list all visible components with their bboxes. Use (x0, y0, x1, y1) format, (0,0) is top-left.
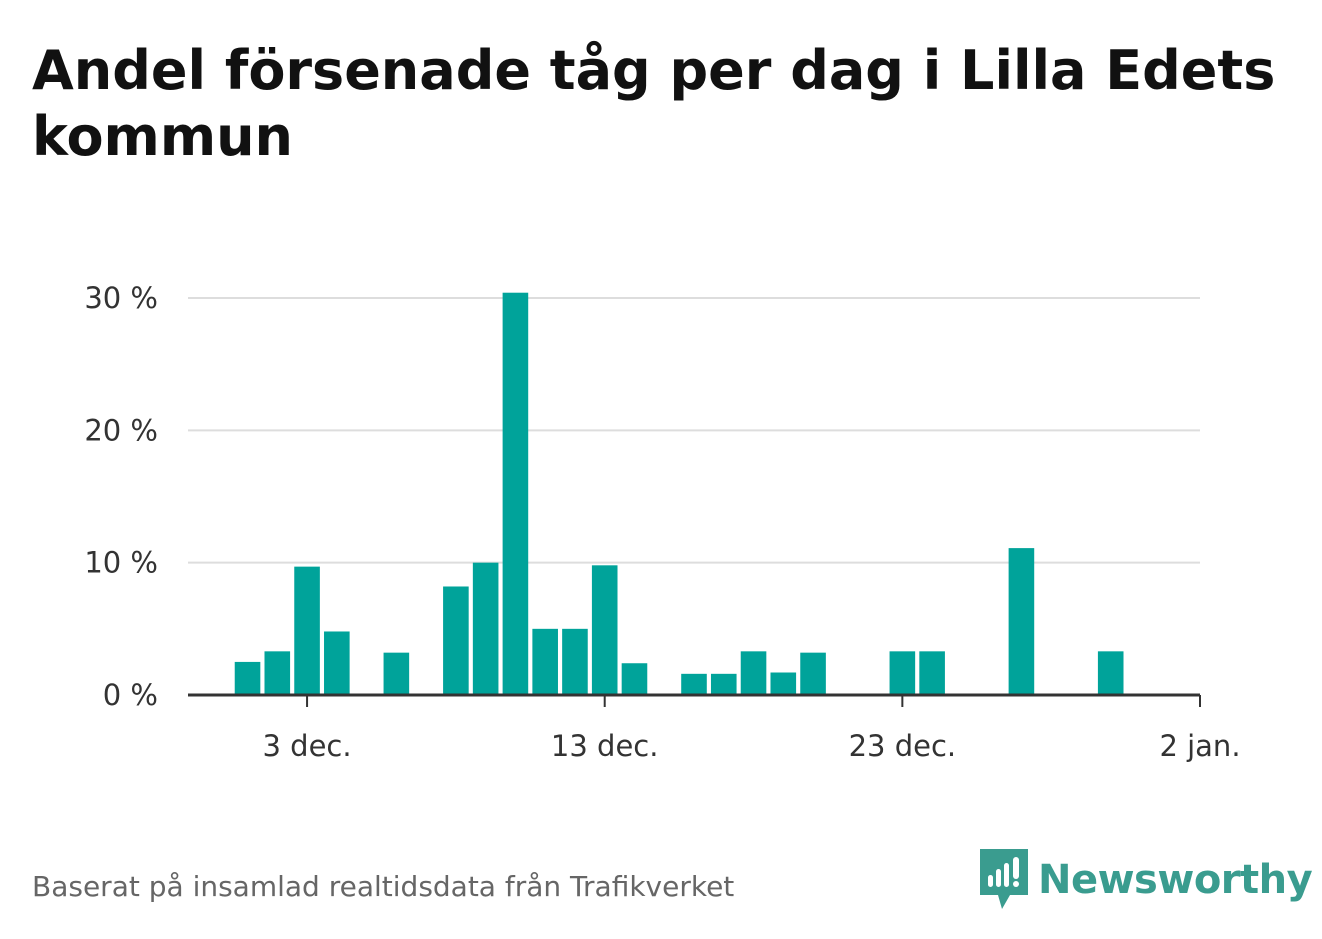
x-tick-label: 3 dec. (263, 729, 352, 763)
x-axis-labels: 3 dec. 13 dec. 23 dec. 2 jan. (263, 729, 1241, 763)
y-tick-label: 30 % (84, 281, 158, 315)
bar (919, 651, 945, 695)
bar (383, 652, 410, 695)
source-note: Baserat på insamlad realtidsdata från Tr… (32, 870, 735, 903)
bar (681, 673, 707, 695)
bar (889, 651, 916, 695)
bar (294, 566, 320, 695)
y-tick-label: 10 % (84, 546, 158, 580)
x-tick-label: 2 jan. (1159, 729, 1240, 763)
bar (502, 292, 529, 695)
bar (472, 562, 499, 695)
bar (264, 651, 291, 695)
x-tick-label: 23 dec. (849, 729, 957, 763)
y-tick-label: 0 % (103, 678, 158, 712)
bar (562, 628, 588, 695)
bar (591, 565, 618, 695)
bar (740, 651, 767, 695)
bar (443, 586, 469, 695)
bars (234, 292, 1124, 695)
y-axis-labels: 0 % 10 % 20 % 30 % (84, 281, 158, 712)
bar (324, 631, 350, 695)
bar (532, 628, 558, 695)
x-axis (188, 693, 1201, 707)
grid-lines (188, 297, 1200, 564)
bar (770, 672, 797, 695)
x-tick-label: 13 dec. (551, 729, 659, 763)
chart-title: Andel försenade tåg per dag i Lilla Edet… (32, 39, 1276, 168)
brand-logo: Newsworthy (980, 848, 1313, 912)
bar (1008, 548, 1035, 695)
bar (800, 652, 826, 695)
y-tick-label: 20 % (84, 413, 158, 447)
bar (234, 661, 261, 695)
newsworthy-logo-icon (980, 849, 1028, 909)
bar (710, 673, 737, 695)
bar (621, 663, 648, 695)
bar (1097, 651, 1124, 695)
brand-name: Newsworthy (1038, 857, 1313, 903)
